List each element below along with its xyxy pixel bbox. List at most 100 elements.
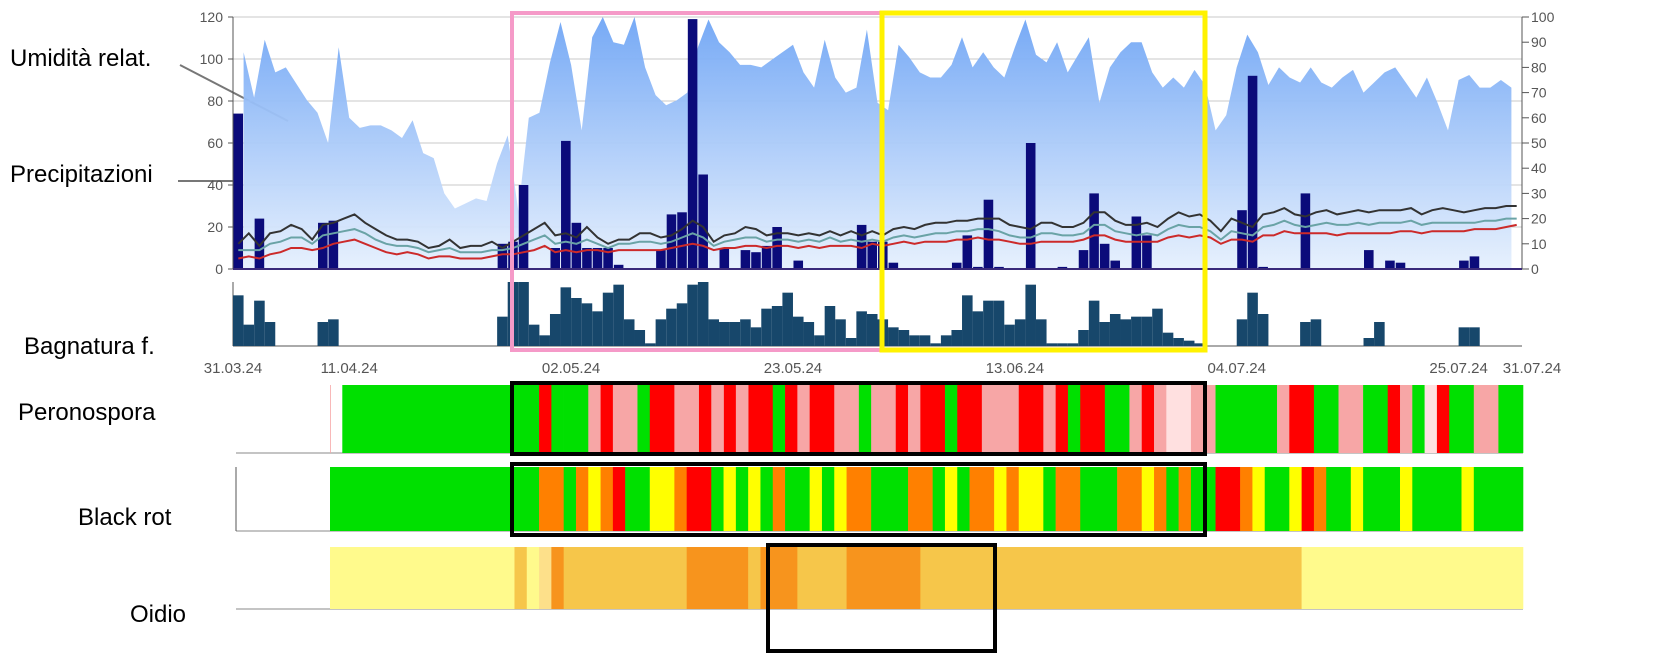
- wetness-bar: [824, 306, 836, 346]
- risk-segment: [539, 547, 552, 609]
- wetness-bar: [528, 324, 540, 346]
- wetness-bar: [1014, 319, 1026, 346]
- risk-segment: [539, 385, 552, 453]
- risk-segment: [1289, 467, 1302, 531]
- y-left-tick-label: 100: [200, 51, 224, 67]
- risk-segment: [772, 385, 786, 453]
- risk-segment: [846, 467, 872, 531]
- precipitation-bar: [761, 245, 772, 269]
- risk-segment: [1080, 385, 1106, 453]
- risk-segment: [1264, 467, 1290, 531]
- precipitation-bar: [719, 248, 730, 269]
- risk-segment: [625, 467, 651, 531]
- risk-segment: [1067, 385, 1081, 453]
- precipitation-bar: [962, 235, 973, 269]
- wetness-bar: [962, 295, 973, 346]
- risk-segment: [1252, 467, 1266, 531]
- label-peronospora: Peronospora: [18, 399, 156, 426]
- wetness-bar: [655, 319, 667, 346]
- risk-segment: [711, 467, 724, 531]
- risk-segment: [1006, 467, 1020, 531]
- wetness-bar: [983, 300, 994, 346]
- risk-segment: [1129, 385, 1143, 453]
- risk-segment: [735, 467, 749, 531]
- wetness-bar: [560, 287, 572, 346]
- date-axis: 31.03.24 11.04.24 02.05.24 23.05.24 13.06.24…: [204, 360, 1561, 377]
- wetness-bar: [856, 311, 867, 346]
- risk-segment: [330, 547, 515, 609]
- wetness-bar: [1194, 343, 1206, 346]
- humidity-area-path: [243, 17, 1512, 269]
- wetness-bar: [1025, 284, 1036, 346]
- risk-segment: [551, 547, 564, 609]
- precipitation-bar: [571, 222, 582, 269]
- date-tick-label: 11.04.24: [321, 360, 378, 377]
- precipitation-bar: [677, 212, 687, 269]
- precipitation-bar: [550, 248, 561, 269]
- wetness-bar: [782, 292, 793, 346]
- risk-segment: [1412, 385, 1425, 453]
- label-black-rot: Black rot: [78, 504, 172, 531]
- wetness-bar: [866, 314, 878, 346]
- precipitation-bar: [1025, 143, 1036, 269]
- risk-segment: [748, 547, 761, 609]
- risk-segment: [563, 467, 577, 531]
- wetness-bar: [697, 282, 709, 346]
- risk-segment: [834, 467, 847, 531]
- highlight-box-oidio: [766, 543, 997, 653]
- precipitation-bar: [951, 262, 962, 269]
- wetness-bar: [845, 338, 857, 346]
- wetness-bar: [1109, 314, 1121, 346]
- precipitation-bar: [994, 266, 1004, 269]
- wetness-bar: [1363, 338, 1375, 346]
- wetness-bar: [1004, 324, 1015, 346]
- wetness-bar: [814, 335, 825, 346]
- risk-segment: [588, 385, 601, 453]
- date-tick-label: 31.07.24: [1503, 360, 1561, 377]
- date-tick-label: 23.05.24: [764, 360, 822, 377]
- precipitation-bar: [1258, 266, 1268, 269]
- risk-strips: [235, 385, 1524, 610]
- temperature-line: [238, 223, 1517, 260]
- precipitation-bar: [561, 140, 571, 269]
- y-left-tick-label: 20: [207, 219, 223, 235]
- risk-segment: [908, 467, 933, 531]
- risk-segment: [1449, 385, 1475, 453]
- risk-segment: [1166, 385, 1192, 453]
- risk-segment: [1436, 385, 1450, 453]
- wetness-bar: [1183, 340, 1195, 346]
- wetness-bar: [243, 324, 255, 346]
- wetness-bar: [1300, 322, 1311, 346]
- risk-segment: [711, 385, 724, 453]
- precipitation-bar: [1078, 250, 1089, 269]
- wetness-bar: [898, 330, 910, 346]
- wetness-bar: [792, 316, 804, 346]
- temperature-line: [237, 205, 1517, 250]
- wetness-bar: [909, 335, 920, 346]
- risk-segment: [1498, 385, 1524, 453]
- wetness-bar: [888, 327, 899, 346]
- precipitation-bar: [1300, 193, 1311, 269]
- risk-segment: [969, 467, 995, 531]
- y-right-tick-label: 30: [1531, 185, 1547, 201]
- precipitation-bar: [867, 241, 877, 269]
- risk-segment: [1018, 385, 1044, 453]
- precipitation-bar: [497, 243, 508, 269]
- risk-segment: [1301, 547, 1524, 609]
- precipitation-bar: [1142, 235, 1152, 269]
- y-right-tick-label: 40: [1531, 160, 1547, 176]
- risk-segment: [1166, 467, 1179, 531]
- wetness-bar: [581, 303, 593, 346]
- risk-segment: [785, 467, 810, 531]
- risk-segment: [600, 385, 614, 453]
- risk-segment: [1363, 385, 1389, 453]
- risk-segment: [944, 385, 958, 453]
- risk-segment: [760, 467, 774, 531]
- wetness-bar: [613, 284, 624, 346]
- wetness-bar: [1257, 314, 1269, 346]
- wetness-bar: [634, 330, 646, 346]
- wetness-bar: [729, 322, 741, 346]
- wetness-bar: [676, 303, 688, 346]
- risk-segment: [1154, 385, 1167, 453]
